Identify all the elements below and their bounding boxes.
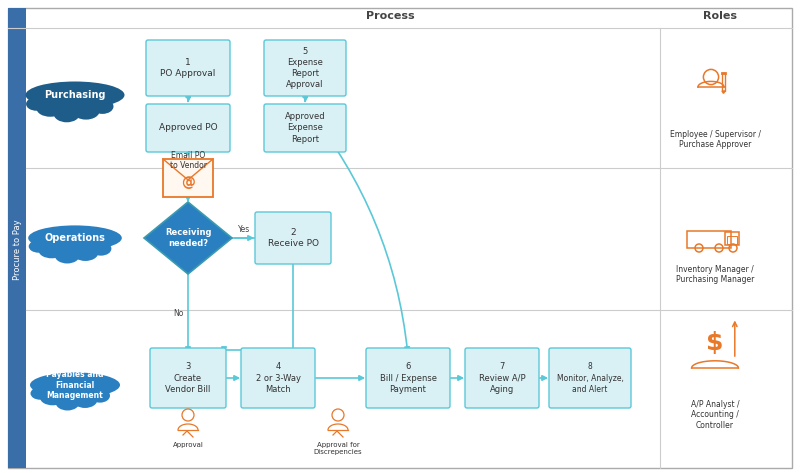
Ellipse shape	[30, 372, 120, 398]
Text: Payables and
Financial
Management: Payables and Financial Management	[46, 370, 104, 400]
Text: Receiving
needed?: Receiving needed?	[165, 228, 211, 248]
FancyBboxPatch shape	[264, 104, 346, 152]
Ellipse shape	[30, 387, 50, 400]
Ellipse shape	[90, 242, 111, 255]
Text: 7
Review A/P
Aging: 7 Review A/P Aging	[478, 362, 526, 394]
Ellipse shape	[72, 102, 100, 120]
Ellipse shape	[73, 391, 98, 408]
Ellipse shape	[38, 243, 65, 258]
Text: Roles: Roles	[703, 11, 737, 21]
Text: A/P Analyst /
Accounting /
Controller: A/P Analyst / Accounting / Controller	[690, 400, 739, 430]
Text: 8
Monitor, Analyze,
and Alert: 8 Monitor, Analyze, and Alert	[557, 362, 623, 394]
Text: 5
Expense
Report
Approval: 5 Expense Report Approval	[286, 47, 324, 89]
Text: 1
PO Approval: 1 PO Approval	[160, 58, 216, 78]
Text: 2
Receive PO: 2 Receive PO	[267, 228, 318, 248]
Text: Approved
Expense
Report: Approved Expense Report	[285, 113, 326, 144]
Ellipse shape	[26, 81, 125, 108]
Text: Yes: Yes	[238, 225, 250, 234]
FancyBboxPatch shape	[549, 348, 631, 408]
Ellipse shape	[54, 105, 80, 123]
FancyBboxPatch shape	[241, 348, 315, 408]
Ellipse shape	[37, 100, 64, 117]
Text: $: $	[706, 331, 724, 355]
Ellipse shape	[90, 389, 110, 403]
Text: Process: Process	[366, 11, 414, 21]
Text: Purchasing: Purchasing	[44, 90, 106, 100]
Text: Employee / Supervisor /
Purchase Approver: Employee / Supervisor / Purchase Approve…	[670, 130, 761, 149]
Text: 6
Bill / Expense
Payment: 6 Bill / Expense Payment	[379, 362, 437, 394]
Text: @: @	[181, 175, 195, 190]
FancyBboxPatch shape	[150, 348, 226, 408]
Text: Approval: Approval	[173, 442, 203, 448]
Ellipse shape	[54, 247, 80, 263]
FancyBboxPatch shape	[255, 212, 331, 264]
FancyBboxPatch shape	[366, 348, 450, 408]
Polygon shape	[144, 202, 232, 274]
Text: No: No	[173, 309, 183, 318]
Polygon shape	[722, 91, 725, 93]
Text: Inventory Manager /
Purchasing Manager: Inventory Manager / Purchasing Manager	[676, 265, 754, 284]
Text: Email PO
to Vendor: Email PO to Vendor	[170, 151, 206, 170]
Text: 4
2 or 3-Way
Match: 4 2 or 3-Way Match	[255, 362, 301, 394]
Ellipse shape	[29, 240, 49, 253]
FancyBboxPatch shape	[146, 40, 230, 96]
Text: Approval for
Discrepencies: Approval for Discrepencies	[314, 442, 362, 455]
FancyBboxPatch shape	[8, 8, 792, 468]
Ellipse shape	[40, 390, 65, 405]
Ellipse shape	[73, 244, 98, 261]
Ellipse shape	[91, 99, 114, 114]
FancyBboxPatch shape	[146, 104, 230, 152]
Ellipse shape	[55, 394, 79, 411]
FancyBboxPatch shape	[163, 159, 213, 197]
Text: Operations: Operations	[45, 233, 106, 243]
FancyBboxPatch shape	[264, 40, 346, 96]
Text: 3
Create
Vendor Bill: 3 Create Vendor Bill	[166, 362, 210, 394]
Text: Approved PO: Approved PO	[158, 123, 218, 132]
Ellipse shape	[28, 226, 122, 251]
FancyBboxPatch shape	[8, 8, 26, 468]
Ellipse shape	[26, 97, 47, 111]
FancyBboxPatch shape	[465, 348, 539, 408]
Text: Procure to Pay: Procure to Pay	[13, 219, 22, 280]
